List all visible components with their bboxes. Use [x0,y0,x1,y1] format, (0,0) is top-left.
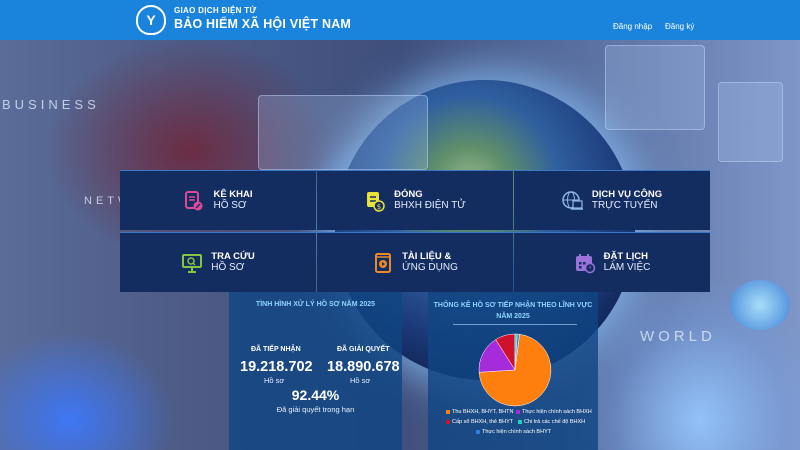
bg-text-world: WORLD [640,328,716,345]
decorative-orb [730,280,790,330]
svg-text:$: $ [377,203,381,211]
legend-swatch [446,420,450,424]
tile-dong-bhxh[interactable]: $ ĐÓNG BHXH ĐIỆN TỬ [317,170,513,230]
calendar-clock-icon [574,252,596,274]
tile-title: ĐÓNG [394,188,423,200]
decorative-panel [718,82,783,162]
field-stats-chart-panel: THỐNG KÊ HỒ SƠ TIẾP NHẬN THEO LĨNH VỰC N… [428,292,598,450]
resolved-label: ĐÃ GIẢI QUYẾT [337,346,390,353]
tile-dich-vu-cong[interactable]: DỊCH VỤ CÔNG TRỰC TUYẾN [514,170,710,230]
chart-title-line1: THỐNG KÊ HỒ SƠ TIẾP NHẬN THEO LĨNH VỰC [433,302,593,309]
chart-title: THỐNG KÊ HỒ SƠ TIẾP NHẬN THEO LĨNH VỰC N… [428,301,598,322]
tile-subtitle: LÀM VIỆC [603,262,651,274]
legend-label: Thu BHXH, BHYT, BHTN [452,409,514,415]
logo-glyph: Y [146,12,156,28]
tile-subtitle: HỒ SƠ [213,200,247,212]
legend-swatch [518,420,522,424]
tile-title: TRA CỨU [211,250,255,262]
tile-ke-khai-ho-so[interactable]: KÊ KHAI HỒ SƠ [120,170,316,230]
bg-text-network: NETW [84,195,133,207]
legend-label: Thực hiện chính sách BHXH [522,409,592,415]
received-value: 19.218.702 [240,359,313,375]
divider [453,324,577,325]
legend-swatch [446,410,450,414]
legend-item[interactable]: Chi trả các chế độ BHXH [518,419,585,425]
tile-dat-lich-lam-viec[interactable]: ĐẶT LỊCH LÀM VIỆC [514,232,710,292]
resolved-unit: Hồ sơ [350,376,371,385]
top-header: Y GIAO DỊCH ĐIỆN TỬ BẢO HIỂM XÃ HỘI VIỆT… [0,0,800,40]
legend-label: Chi trả các chế độ BHXH [524,419,586,425]
legend-swatch [516,410,520,414]
tile-subtitle: HỒ SƠ [211,262,245,274]
bhxh-logo-icon[interactable]: Y [136,5,166,35]
globe-laptop-icon [562,190,584,212]
bg-text-business: BUSINESS [2,97,100,112]
on-time-percentage: 92.44% [291,387,340,403]
brand-subtitle: GIAO DỊCH ĐIỆN TỬ [174,6,257,15]
legend-item[interactable]: Thu BHXH, BHYT, BHTN [446,409,513,415]
processing-stats-panel: TÌNH HÌNH XỬ LÝ HỒ SƠ NĂM 2025 ĐÃ TIẾP N… [229,292,402,450]
decorative-panel [258,95,428,170]
chart-title-line2: NĂM 2025 [496,312,530,320]
tile-title: ĐẶT LỊCH [603,250,648,262]
tile-subtitle: BHXH ĐIỆN TỬ [394,200,466,212]
on-time-label: Đã giải quyết trong hạn [276,405,355,414]
legend-label: Cấp sổ BHXH, thẻ BHYT [452,419,514,425]
tile-title: DỊCH VỤ CÔNG [591,188,663,200]
tile-subtitle: TRỰC TUYẾN [591,200,658,212]
decorative-panel [605,45,705,130]
legend-swatch [476,430,480,434]
received-unit: Hồ sơ [264,376,285,385]
legend-item[interactable]: Cấp sổ BHXH, thẻ BHYT [446,419,513,425]
form-edit-icon [183,190,205,212]
tile-title: KÊ KHAI [213,188,253,200]
tile-tra-cuu-ho-so[interactable]: TRA CỨU HỒ SƠ [120,232,316,292]
tile-title: TÀI LIỆU & [402,250,452,262]
legend-label: Thực hiện chính sách BHYT [482,429,552,435]
legend-item[interactable]: Thực hiện chính sách BHYT [476,429,551,435]
stats-title: TÌNH HÌNH XỬ LÝ HỒ SƠ NĂM 2025 [255,301,376,308]
pie-chart[interactable] [475,332,555,408]
login-link[interactable]: Đăng nhập [613,22,653,31]
pie-slice[interactable] [514,333,520,371]
brand-title: BẢO HIỂM XÃ HỘI VIỆT NAM [174,17,352,31]
legend-item[interactable]: Thực hiện chính sách BHXH [516,409,592,415]
register-link[interactable]: Đăng ký [665,22,695,31]
resolved-value: 18.890.678 [327,359,400,375]
payment-doc-icon: $ [364,190,386,212]
tile-subtitle: ỨNG DỤNG [402,262,458,274]
brand[interactable]: GIAO DỊCH ĐIỆN TỬ BẢO HIỂM XÃ HỘI VIỆT N… [174,6,351,31]
monitor-search-icon [181,252,203,274]
tile-tai-lieu-ung-dung[interactable]: TÀI LIỆU & ỨNG DỤNG [317,232,513,292]
service-tiles: KÊ KHAI HỒ SƠ $ ĐÓNG BHXH ĐIỆN TỬ DỊCH VỤ … [120,170,710,292]
book-play-icon [372,252,394,274]
received-label: ĐÃ TIẾP NHẬN [251,346,301,353]
